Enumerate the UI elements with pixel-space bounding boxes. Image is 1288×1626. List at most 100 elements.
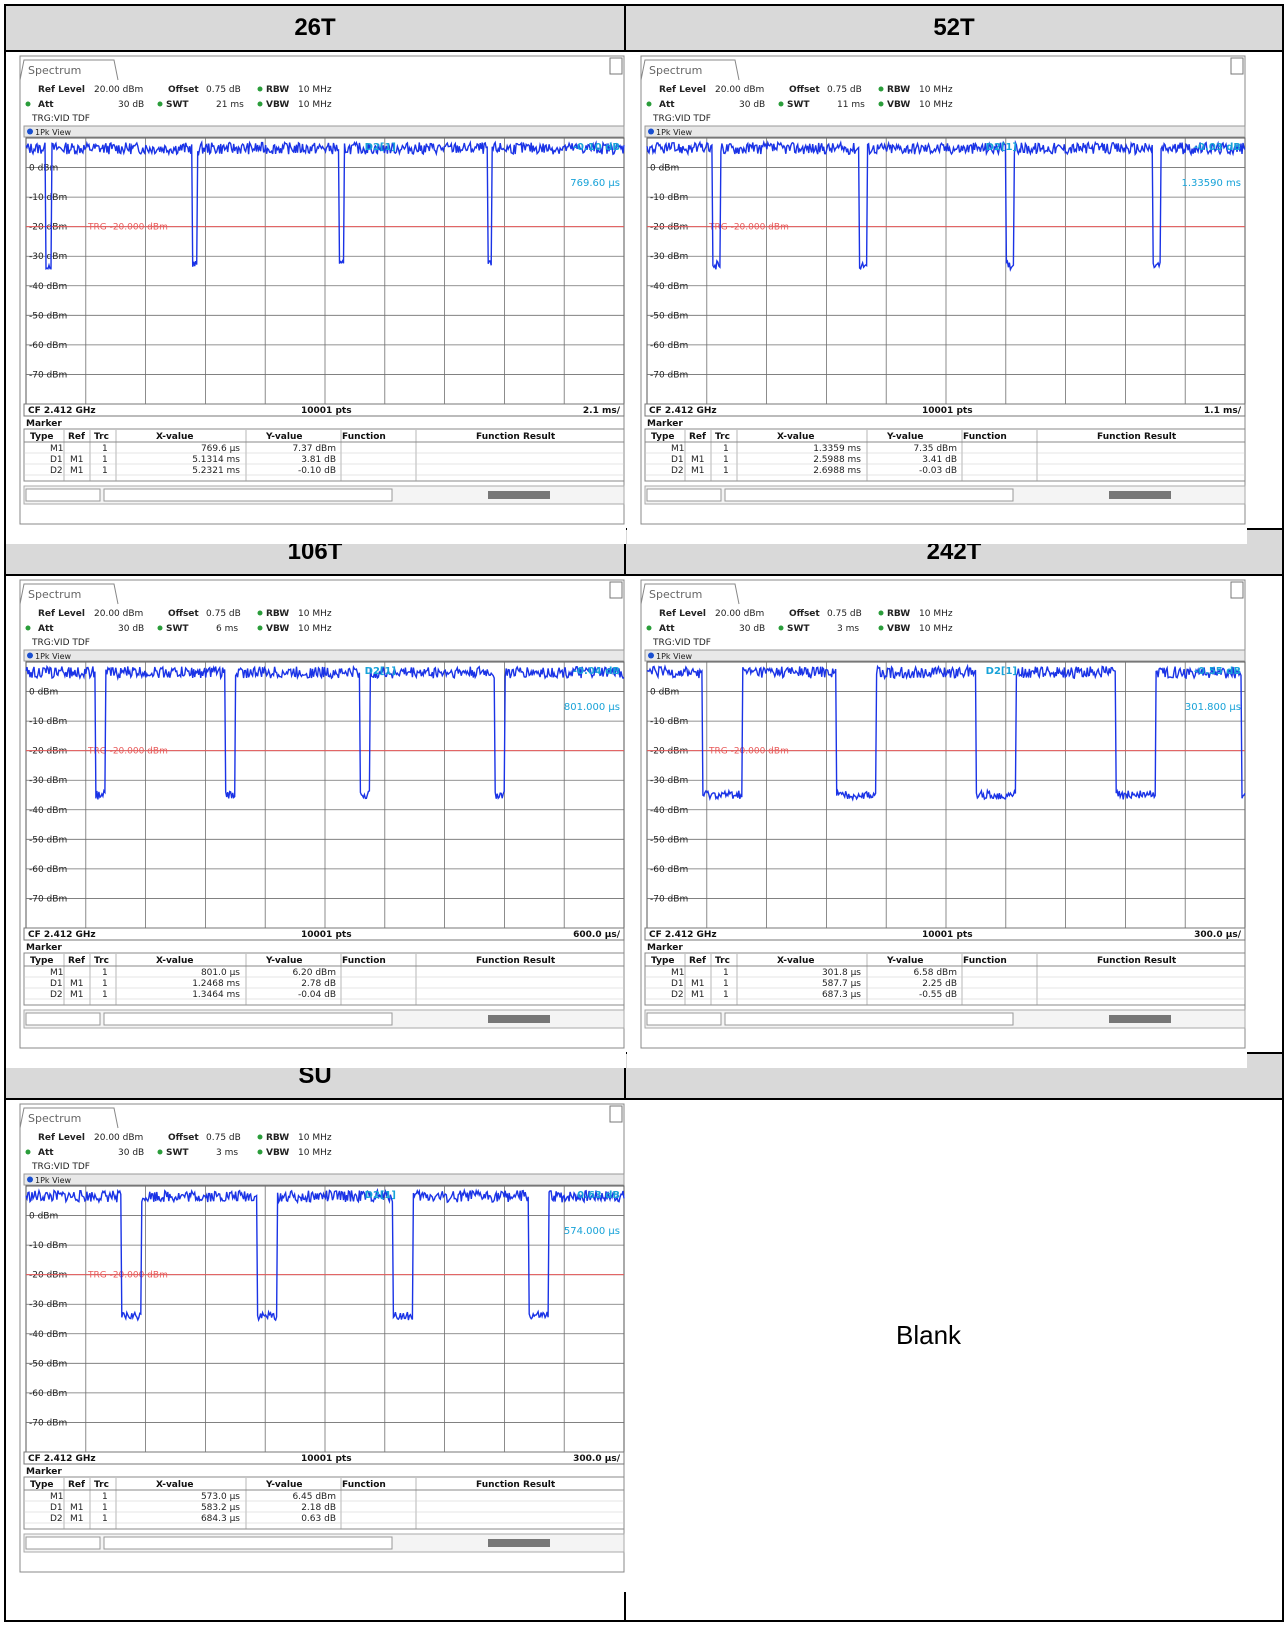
marker-table-title: Marker — [647, 943, 683, 953]
marker-row-y-value: 6.58 dBm — [913, 968, 957, 978]
marker-row-trace: 1 — [102, 1492, 108, 1502]
att-label: Att — [659, 624, 675, 634]
spectrum-screenshot-242t: Spectrum Ref Level 20.00 dBm Offset 0.75 dB R… — [640, 579, 1246, 1049]
y-tick-label: -50 dBm — [29, 835, 67, 845]
x-division: 1.1 ms/ — [1204, 406, 1242, 416]
status-field — [25, 1536, 101, 1550]
att-value: 30 dB — [118, 624, 144, 634]
spectrum-panel-su: Spectrum Ref Level 20.00 dBm Offset 0.75 dB R… — [6, 1100, 626, 1592]
toolbar-icon — [1230, 581, 1244, 599]
marker-row-x-value: 573.0 µs — [201, 1492, 240, 1502]
spectrum-screenshot-26t: Spectrum Ref Level 20.00 dBm Offset 0.75 dB R… — [19, 55, 625, 525]
view-status-dot — [648, 652, 654, 659]
center-frequency: CF 2.412 GHz — [28, 930, 96, 940]
marker-table-title: Marker — [26, 943, 62, 953]
marker-row-x-value: 1.3464 ms — [192, 990, 240, 1000]
att-label: Att — [659, 100, 675, 110]
x-division: 600.0 µs/ — [573, 930, 621, 940]
spectrum-screenshot-106t: Spectrum Ref Level 20.00 dBm Offset 0.75 dB R… — [19, 579, 625, 1049]
marker-table-title: Marker — [26, 419, 62, 429]
x-division: 2.1 ms/ — [583, 406, 621, 416]
swt-label: SWT — [787, 100, 810, 110]
spectrum-tab — [640, 583, 740, 605]
marker-row-trace: 1 — [723, 466, 729, 476]
y-tick-label: -10 dBm — [650, 193, 688, 203]
swt-value: 11 ms — [837, 100, 865, 110]
y-tick-label: -30 dBm — [650, 776, 688, 786]
y-tick-label: -20 dBm — [29, 223, 67, 233]
center-frequency: CF 2.412 GHz — [28, 406, 96, 416]
att-status-dot — [646, 101, 652, 107]
marker-table-header: X-value — [777, 956, 814, 966]
marker-table-header: Function — [342, 956, 386, 966]
status-message-field — [103, 488, 393, 502]
y-tick-label: -60 dBm — [29, 865, 67, 875]
swt-status-dot — [778, 625, 784, 631]
swt-value: 21 ms — [216, 100, 244, 110]
rbw-status-dot — [878, 86, 884, 92]
progress-indicator — [488, 491, 550, 499]
y-tick-label: -10 dBm — [29, 193, 67, 203]
ref-level-label: Ref Level — [38, 609, 85, 619]
center-frequency: CF 2.412 GHz — [28, 1454, 96, 1464]
ref-level-value: 20.00 dBm — [94, 609, 143, 619]
y-tick-label: 0 dBm — [650, 164, 679, 174]
marker-row-y-value: 2.25 dB — [922, 979, 957, 989]
y-tick-label: -20 dBm — [650, 223, 688, 233]
marker-row-y-value: 3.41 dB — [922, 455, 957, 465]
offset-value: 0.75 dB — [206, 85, 241, 95]
trigger-setting: TRG:VID TDF — [652, 638, 711, 648]
marker-row-trace: 1 — [723, 455, 729, 465]
marker-table-header: Type — [30, 432, 53, 442]
y-tick-label: -50 dBm — [29, 311, 67, 321]
marker-row-y-value: 7.35 dBm — [913, 444, 957, 454]
y-tick-label: -50 dBm — [650, 835, 688, 845]
marker-row-x-value: 1.3359 ms — [813, 444, 861, 454]
ref-level-label: Ref Level — [659, 85, 706, 95]
marker-row-trace: 1 — [723, 979, 729, 989]
swt-status-dot — [157, 1149, 163, 1155]
view-status-dot — [648, 128, 654, 135]
y-tick-label: -40 dBm — [650, 282, 688, 292]
signal-trace — [646, 139, 1246, 272]
status-message-field — [103, 1536, 393, 1550]
signal-trace — [25, 139, 625, 270]
view-status-dot — [27, 1176, 33, 1183]
marker-table-header: Trc — [715, 956, 730, 966]
progress-indicator — [1109, 491, 1171, 499]
view-label: 1Pk View — [656, 128, 693, 137]
rbw-label: RBW — [266, 1133, 289, 1143]
ref-level-value: 20.00 dBm — [715, 85, 764, 95]
marker-row-x-value: 587.7 µs — [822, 979, 861, 989]
x-division: 300.0 µs/ — [1194, 930, 1242, 940]
d2-marker-label: D2[1] — [365, 666, 396, 677]
swt-value: 6 ms — [216, 624, 238, 634]
marker-row-type: D1 — [50, 1503, 63, 1513]
offset-value: 0.75 dB — [827, 609, 862, 619]
y-tick-label: -70 dBm — [29, 894, 67, 904]
spectrum-screenshot-su: Spectrum Ref Level 20.00 dBm Offset 0.75 dB R… — [19, 1103, 625, 1573]
marker-table-header: Type — [651, 432, 674, 442]
marker-row-trace: 1 — [102, 444, 108, 454]
y-tick-label: -30 dBm — [29, 252, 67, 262]
marker-row-type: D2 — [671, 466, 684, 476]
marker-table-header: Ref — [68, 432, 85, 442]
att-status-dot — [646, 625, 652, 631]
rbw-label: RBW — [266, 609, 289, 619]
blank-cell-label: Blank — [896, 1320, 962, 1350]
view-label: 1Pk View — [35, 128, 72, 137]
spectrum-tab-label: Spectrum — [649, 64, 702, 77]
y-tick-label: -60 dBm — [650, 865, 688, 875]
d2-marker-value: -0.55 dB — [1194, 666, 1241, 677]
swt-value: 3 ms — [837, 624, 859, 634]
marker-table-header: Type — [651, 956, 674, 966]
marker-row-ref: M1 — [691, 455, 705, 465]
marker-row-y-value: 3.81 dB — [301, 455, 336, 465]
offset-label: Offset — [168, 609, 199, 619]
marker-row-y-value: -0.55 dB — [919, 990, 957, 1000]
vbw-status-dot — [257, 1149, 263, 1155]
marker-row-y-value: 7.37 dBm — [292, 444, 336, 454]
ref-level-value: 20.00 dBm — [715, 609, 764, 619]
marker-row-type: M1 — [671, 444, 685, 454]
points-count: 10001 pts — [301, 1454, 352, 1464]
